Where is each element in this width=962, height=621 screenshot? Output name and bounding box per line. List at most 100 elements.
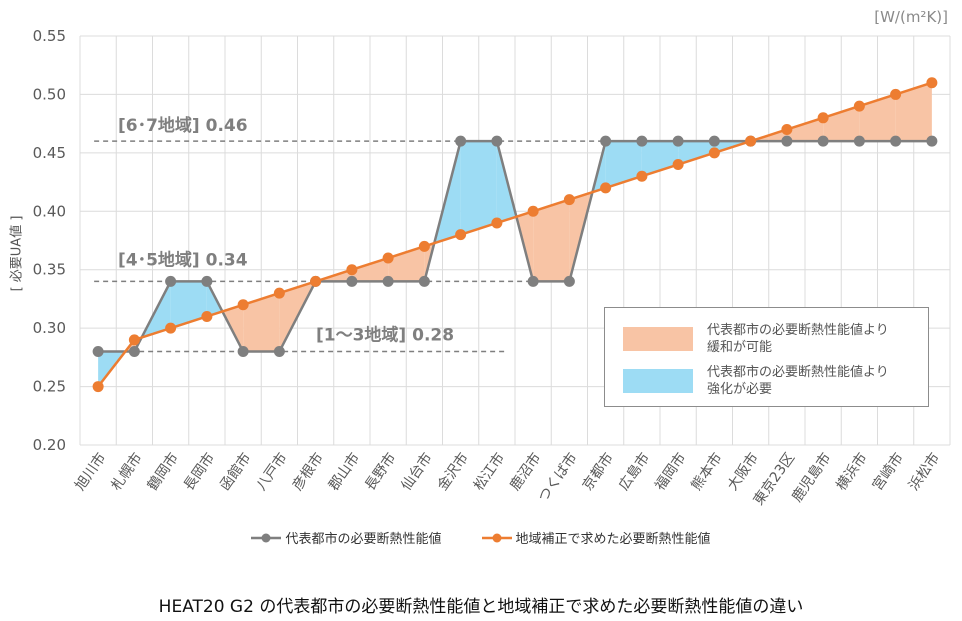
data-point-orange bbox=[382, 252, 394, 264]
x-tick-label: 長岡市 bbox=[180, 450, 218, 494]
legend-series-orange: 地域補正で求めた必要断熱性能値 bbox=[481, 528, 711, 547]
data-point-gray bbox=[92, 346, 104, 358]
x-tick-label: 旭川市 bbox=[71, 450, 109, 494]
data-point-gray bbox=[165, 275, 177, 287]
data-point-gray bbox=[382, 275, 394, 287]
y-tick-label: 0.25 bbox=[33, 378, 66, 396]
data-point-gray bbox=[128, 346, 140, 358]
x-tick-label: 広島市 bbox=[615, 450, 653, 494]
y-tick-label: 0.20 bbox=[33, 436, 66, 454]
x-tick-label: 函館市 bbox=[216, 450, 254, 494]
x-tick-label: 鹿沼市 bbox=[506, 450, 544, 494]
data-point-orange bbox=[781, 123, 793, 135]
series-legend: 代表都市の必要断熱性能値 地域補正で求めた必要断熱性能値 bbox=[0, 528, 962, 547]
gray-marker-icon bbox=[251, 533, 282, 542]
strengthen-area bbox=[605, 141, 642, 188]
data-point-orange bbox=[128, 334, 140, 346]
data-point-gray bbox=[527, 275, 539, 287]
y-axis-label-text: [ 必要UA値 ] bbox=[9, 215, 25, 292]
strengthen-area bbox=[641, 141, 679, 177]
data-point-orange bbox=[273, 287, 285, 299]
strengthen-area bbox=[460, 141, 497, 235]
unit-label: [W/(m²K)] bbox=[874, 8, 948, 26]
data-point-orange bbox=[346, 264, 358, 276]
data-point-orange bbox=[165, 322, 177, 334]
data-point-gray bbox=[600, 135, 612, 147]
data-point-gray bbox=[853, 135, 865, 147]
data-point-orange bbox=[92, 381, 104, 393]
y-tick-label: 0.40 bbox=[33, 202, 66, 220]
relaxed-area bbox=[859, 94, 896, 142]
figure-caption: HEAT20 G2 の代表都市の必要断熱性能値と地域補正で求めた必要断熱性能値の… bbox=[158, 597, 804, 617]
strengthen-swatch bbox=[623, 369, 693, 393]
data-point-orange bbox=[310, 275, 322, 287]
reference-line-label: [4･5地域] 0.34 bbox=[118, 249, 248, 270]
y-axis-label: [ 必要UA値 ] bbox=[2, 200, 26, 310]
data-point-gray bbox=[418, 275, 430, 287]
x-tick-label: 熊本市 bbox=[688, 450, 726, 494]
x-tick-label: 宮崎市 bbox=[869, 450, 907, 494]
data-point-orange bbox=[600, 182, 612, 194]
data-point-orange bbox=[636, 170, 648, 182]
x-tick-label: 長野市 bbox=[361, 450, 399, 494]
legend-strengthen: 代表都市の必要断熱性能値より 強化が必要 bbox=[623, 364, 889, 398]
y-tick-label: 0.30 bbox=[33, 319, 66, 337]
orange-marker-icon bbox=[481, 533, 512, 542]
legend-series-orange-label: 地域補正で求めた必要断熱性能値 bbox=[515, 532, 711, 547]
relaxed-area bbox=[388, 246, 425, 282]
data-point-orange bbox=[418, 240, 430, 252]
x-tick-label: 八戸市 bbox=[253, 450, 291, 494]
data-point-gray bbox=[237, 346, 249, 358]
x-tick-label: 横浜市 bbox=[833, 450, 871, 494]
x-tick-label: 京都市 bbox=[579, 450, 617, 494]
data-point-gray bbox=[491, 135, 503, 147]
x-tick-label: 松江市 bbox=[470, 450, 508, 494]
data-point-gray bbox=[563, 275, 575, 287]
x-tick-label: 浜松市 bbox=[905, 450, 943, 494]
relaxed-area bbox=[786, 117, 824, 142]
data-point-gray bbox=[817, 135, 829, 147]
relaxed-area bbox=[533, 199, 570, 282]
relaxed-area bbox=[823, 106, 860, 142]
data-point-orange bbox=[201, 310, 213, 322]
strengthen-area bbox=[170, 281, 207, 329]
legend-relaxed-text: 代表都市の必要断熱性能値より 緩和が可能 bbox=[707, 323, 889, 355]
x-tick-label: 彦根市 bbox=[289, 450, 327, 494]
fill-legend: 代表都市の必要断熱性能値より 緩和が可能 代表都市の必要断熱性能値より 強化が必… bbox=[604, 307, 929, 407]
data-point-orange bbox=[237, 299, 249, 311]
data-point-gray bbox=[708, 135, 720, 147]
strengthen-area bbox=[678, 141, 715, 165]
data-point-gray bbox=[455, 135, 467, 147]
data-point-gray bbox=[672, 135, 684, 147]
data-point-orange bbox=[672, 159, 684, 171]
data-point-orange bbox=[455, 229, 467, 241]
relaxed-area bbox=[243, 293, 280, 352]
data-point-orange bbox=[817, 112, 829, 124]
x-tick-label: 札幌市 bbox=[108, 450, 146, 494]
reference-line-label: [6･7地域] 0.46 bbox=[118, 115, 248, 136]
x-tick-label: 鶴岡市 bbox=[144, 450, 182, 494]
relaxed-swatch bbox=[623, 327, 693, 351]
data-point-gray bbox=[201, 275, 213, 287]
data-point-gray bbox=[346, 275, 358, 287]
data-point-gray bbox=[781, 135, 793, 147]
legend-series-gray: 代表都市の必要断熱性能値 bbox=[251, 528, 442, 547]
data-point-orange bbox=[708, 147, 720, 159]
data-point-orange bbox=[563, 194, 575, 206]
x-tick-label: 郡山市 bbox=[325, 450, 363, 494]
x-tick-label: 仙台市 bbox=[398, 450, 436, 494]
data-point-gray bbox=[273, 346, 285, 358]
data-point-orange bbox=[491, 217, 503, 229]
data-point-orange bbox=[890, 88, 902, 100]
data-point-gray bbox=[890, 135, 902, 147]
relaxed-area bbox=[895, 82, 932, 142]
x-tick-label: 金沢市 bbox=[434, 450, 472, 494]
data-point-orange bbox=[527, 205, 539, 217]
y-tick-label: 0.35 bbox=[33, 261, 66, 279]
y-tick-label: 0.55 bbox=[33, 27, 66, 45]
y-tick-label: 0.50 bbox=[33, 85, 66, 103]
data-point-orange bbox=[853, 100, 865, 112]
reference-line-label: [1～3地域] 0.28 bbox=[316, 325, 454, 346]
legend-series-gray-label: 代表都市の必要断熱性能値 bbox=[285, 532, 442, 547]
x-tick-label: 福岡市 bbox=[651, 450, 689, 494]
